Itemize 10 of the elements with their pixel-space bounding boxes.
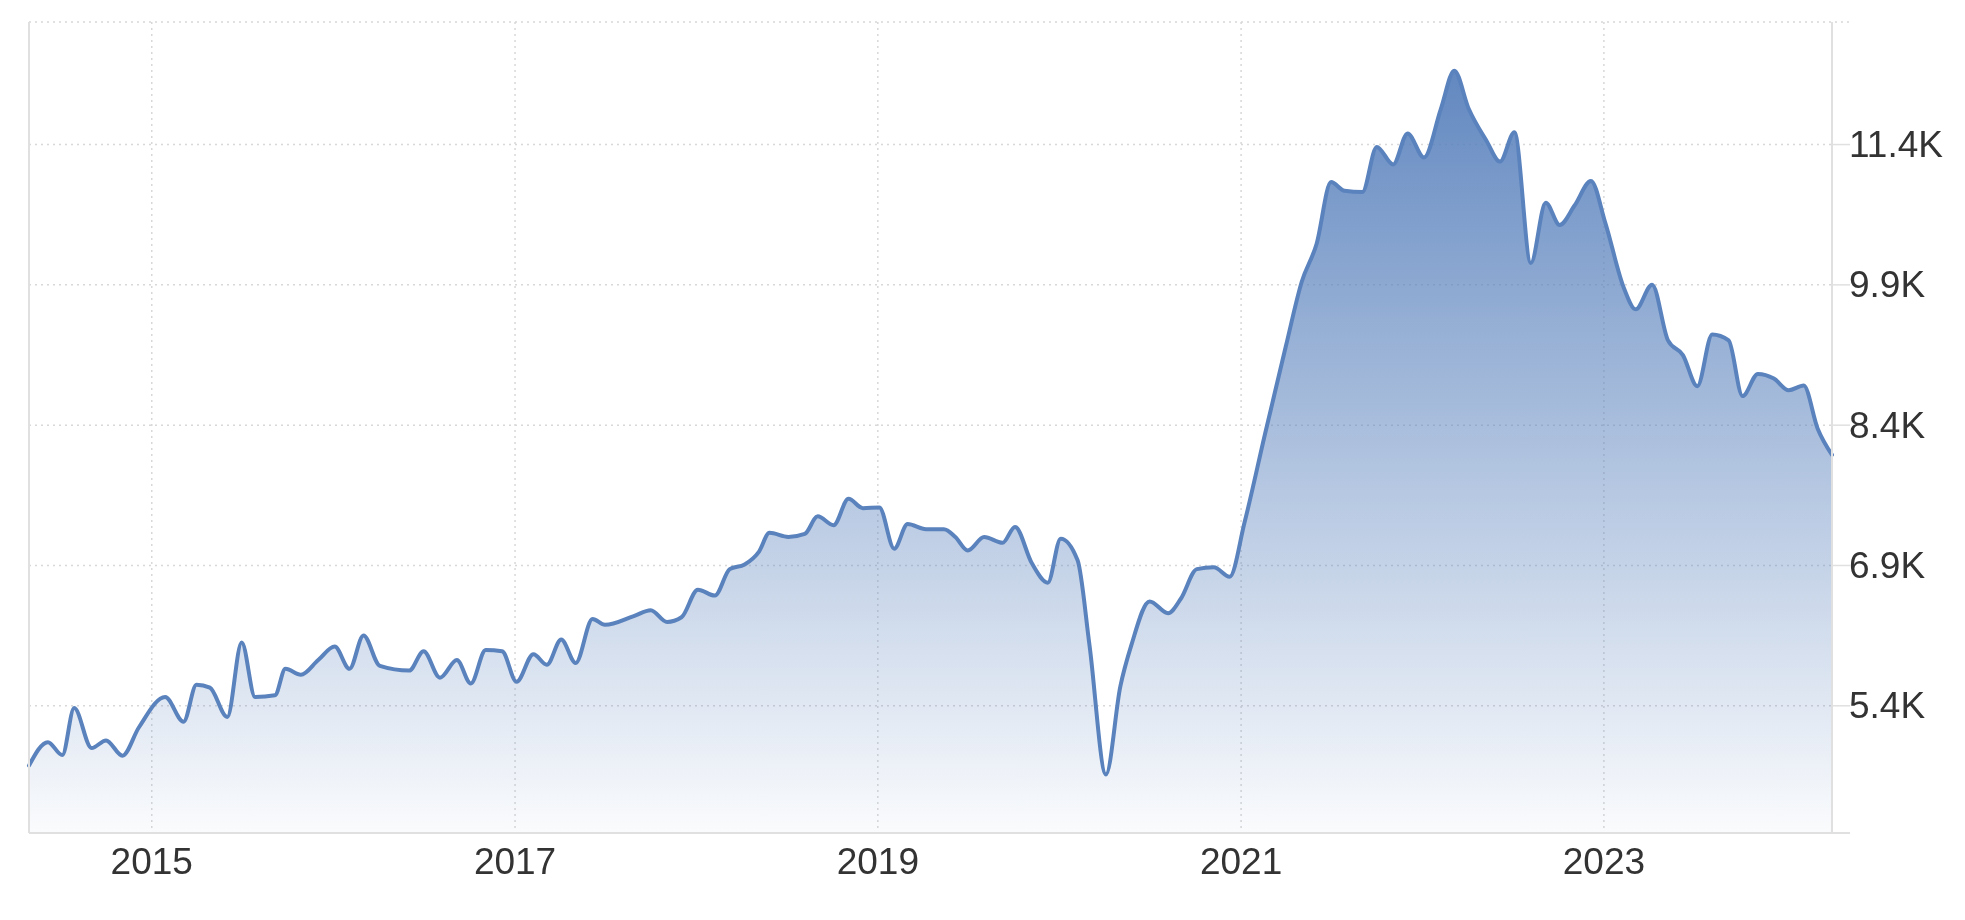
- y-tick-label: 8.4K: [1849, 404, 1926, 446]
- y-tick-label: 9.9K: [1849, 264, 1926, 306]
- x-tick-label: 2023: [1562, 840, 1646, 882]
- x-tick-label: 2015: [110, 840, 193, 882]
- y-tick-label: 11.4K: [1849, 124, 1944, 166]
- x-tick-label: 2019: [836, 840, 919, 882]
- y-tick-label: 6.9K: [1849, 544, 1926, 586]
- y-tick-label: 5.4K: [1849, 685, 1926, 727]
- x-tick-label: 2021: [1199, 840, 1283, 882]
- x-tick-label: 2017: [473, 840, 557, 882]
